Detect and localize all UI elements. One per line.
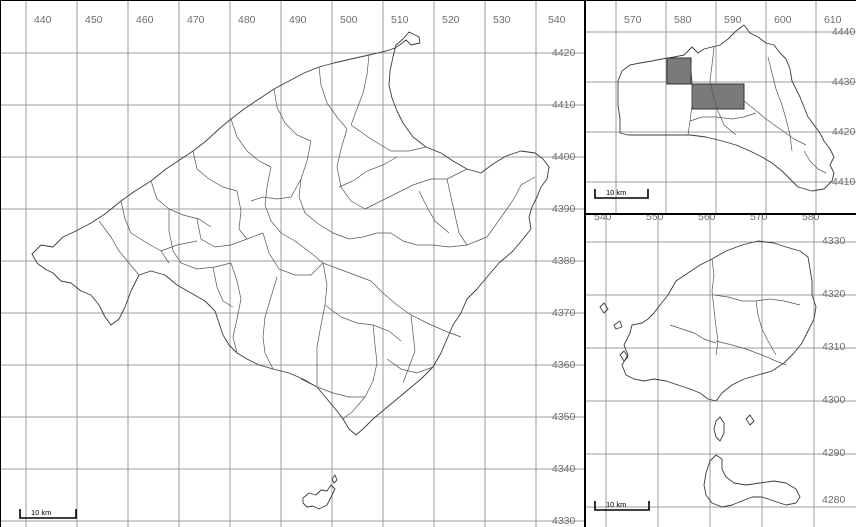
y-tick-label: 4300 <box>822 394 846 406</box>
mallorca-map-panel: 440 450 460 470 480 490 500 510 520 530 … <box>0 0 586 527</box>
x-tick-label: 490 <box>289 14 307 26</box>
minorca-coastline <box>617 24 835 192</box>
y-tick-label: 4330 <box>552 515 576 527</box>
islet <box>619 350 629 362</box>
y-tick-label: 4440 <box>832 26 856 38</box>
x-tick-label: 540 <box>594 215 612 223</box>
mallorca-y-tick-labels: 4420 4410 4400 4390 4380 4370 4360 4350 … <box>552 47 576 527</box>
mallorca-scale-bar: 10 km <box>19 508 77 519</box>
y-tick-label: 4310 <box>822 341 846 353</box>
ibiza-map-panel: 540 550 560 570 580 4330 4320 4310 4300 … <box>586 215 856 527</box>
highlight-sheet <box>666 57 692 85</box>
mallorca-grid <box>1 1 584 527</box>
ibiza-map: 540 550 560 570 580 4330 4320 4310 4300 … <box>586 215 856 527</box>
ibiza-y-tick-labels: 4330 4320 4310 4300 4290 4280 <box>822 235 846 506</box>
x-tick-label: 580 <box>802 215 820 223</box>
x-tick-label: 560 <box>698 215 716 223</box>
x-tick-label: 590 <box>724 14 742 26</box>
x-tick-label: 580 <box>674 14 692 26</box>
minorca-x-tick-labels: 570 580 590 600 610 <box>624 14 842 26</box>
y-tick-label: 4380 <box>552 255 576 267</box>
scale-bar-label: 10 km <box>606 500 626 509</box>
ibiza-grid <box>586 215 856 527</box>
mallorca-municipal-boundaries <box>98 54 536 420</box>
mallorca-coastline <box>31 31 550 436</box>
y-tick-label: 4410 <box>832 176 856 188</box>
x-tick-label: 610 <box>824 14 842 26</box>
ibiza-x-tick-labels: 540 550 560 570 580 <box>594 215 820 223</box>
y-tick-label: 4420 <box>832 126 856 138</box>
x-tick-label: 510 <box>391 14 409 26</box>
formentera-coastline <box>703 454 801 508</box>
scale-bar-label: 10 km <box>606 188 626 197</box>
x-tick-label: 530 <box>493 14 511 26</box>
y-tick-label: 4400 <box>552 151 576 163</box>
x-tick-label: 570 <box>750 215 768 223</box>
y-tick-label: 4320 <box>822 288 846 300</box>
islet <box>613 320 623 330</box>
minorca-map: 570 580 590 600 610 4440 4430 4420 4410 … <box>586 1 856 213</box>
ibiza-scale-bar: 10 km <box>594 500 650 511</box>
y-tick-label: 4430 <box>832 76 856 88</box>
y-tick-label: 4390 <box>552 203 576 215</box>
highlight-sheet <box>691 83 745 110</box>
x-tick-label: 440 <box>34 14 52 26</box>
minorca-scale-bar: 10 km <box>594 188 649 199</box>
y-tick-label: 4410 <box>552 99 576 111</box>
y-tick-label: 4280 <box>822 494 846 506</box>
x-tick-label: 470 <box>187 14 205 26</box>
x-tick-label: 550 <box>646 215 664 223</box>
y-tick-label: 4340 <box>552 463 576 475</box>
x-tick-label: 500 <box>340 14 358 26</box>
scale-bar-label: 10 km <box>31 508 51 517</box>
y-tick-label: 4420 <box>552 47 576 59</box>
y-tick-label: 4360 <box>552 359 576 371</box>
x-tick-label: 540 <box>548 14 566 26</box>
islet <box>331 474 338 484</box>
x-tick-label: 600 <box>774 14 792 26</box>
x-tick-label: 450 <box>85 14 103 26</box>
y-tick-label: 4370 <box>552 307 576 319</box>
cabrera-island <box>302 484 336 510</box>
ibiza-municipal-boundaries <box>669 258 801 366</box>
y-tick-label: 4290 <box>822 447 846 459</box>
mallorca-map: 440 450 460 470 480 490 500 510 520 530 … <box>1 1 584 527</box>
minorca-grid <box>586 1 856 213</box>
x-tick-label: 480 <box>238 14 256 26</box>
x-tick-label: 460 <box>136 14 154 26</box>
y-tick-label: 4330 <box>822 235 846 247</box>
ibiza-coastline <box>621 240 817 402</box>
minorca-y-tick-labels: 4440 4430 4420 4410 <box>832 26 856 188</box>
x-tick-label: 520 <box>442 14 460 26</box>
x-tick-label: 570 <box>624 14 642 26</box>
islet <box>599 302 609 314</box>
islet <box>745 414 755 426</box>
y-tick-label: 4350 <box>552 411 576 423</box>
minorca-map-panel: 570 580 590 600 610 4440 4430 4420 4410 … <box>586 0 856 215</box>
minorca-municipal-boundaries <box>687 46 827 174</box>
espalmador-islet <box>713 416 725 442</box>
mallorca-x-tick-labels: 440 450 460 470 480 490 500 510 520 530 … <box>34 14 566 26</box>
